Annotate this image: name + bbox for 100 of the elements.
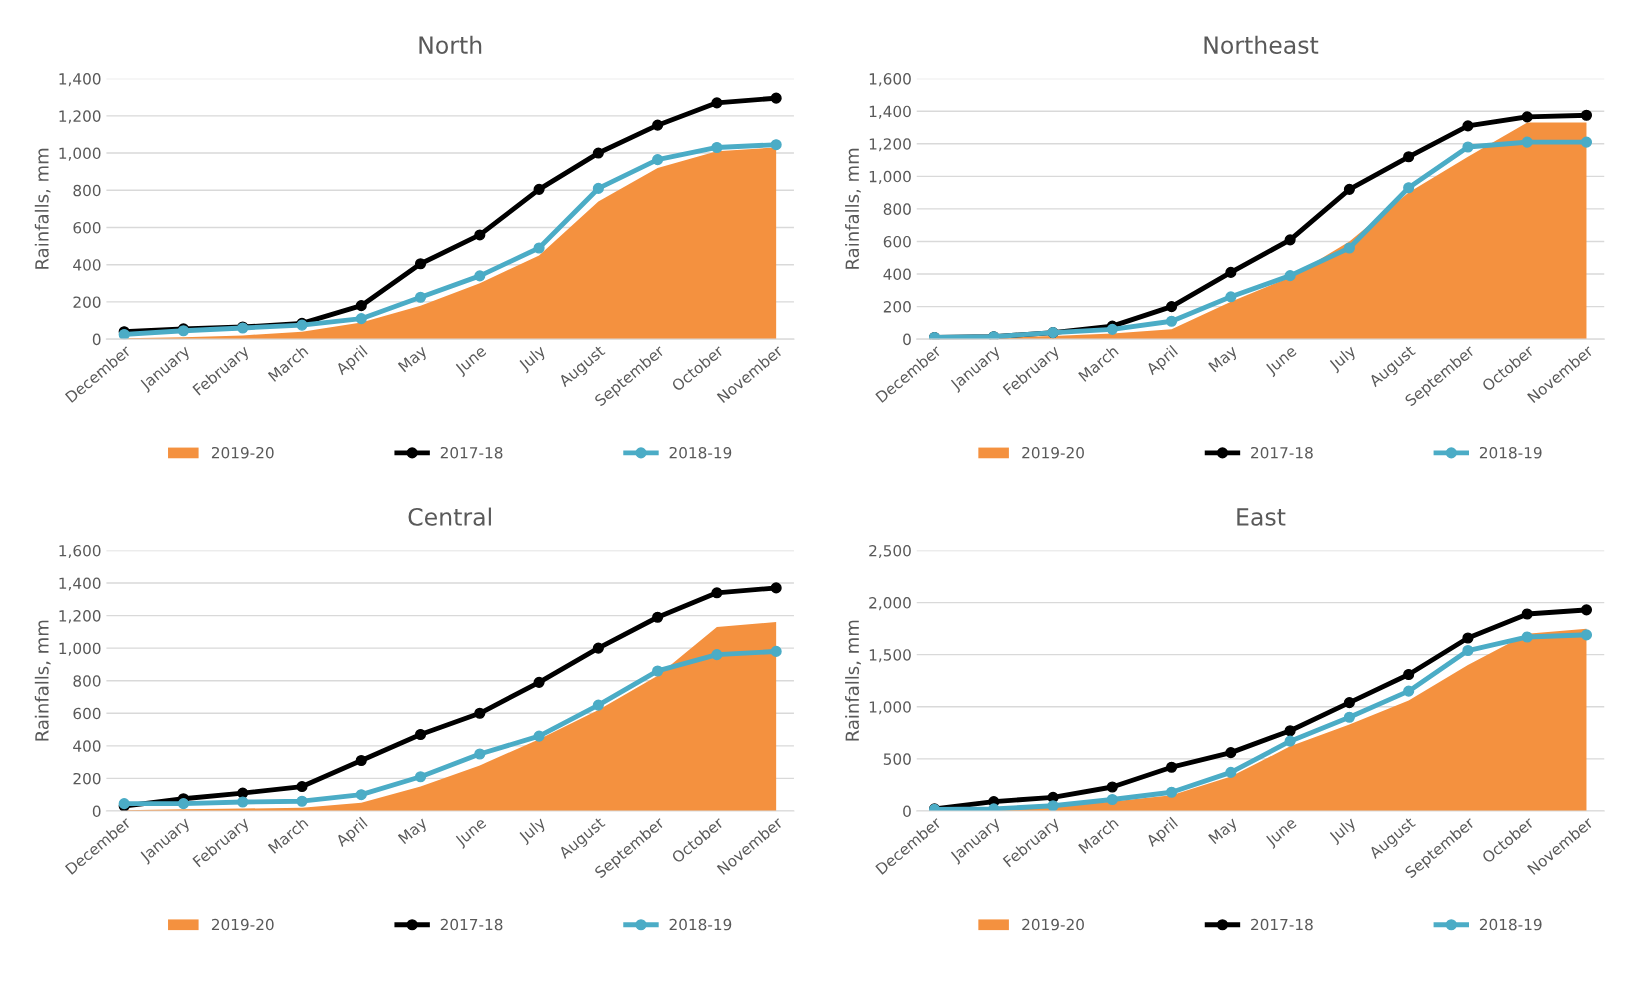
point (1462, 632, 1474, 644)
point (1225, 291, 1237, 303)
y-tick-label: 500 (883, 753, 911, 765)
point (1284, 725, 1296, 737)
point (711, 649, 723, 661)
y-tick-label: 400 (883, 268, 911, 281)
point (1343, 242, 1355, 254)
point (1284, 735, 1296, 747)
y-tick-label: 0 (92, 805, 101, 817)
point (355, 754, 367, 767)
y-tick-label: 1,400 (869, 105, 911, 119)
point (1343, 711, 1355, 723)
y-axis-title: Rainfalls, mm (845, 148, 861, 269)
point (1462, 120, 1474, 132)
point (1225, 747, 1237, 759)
legend-label: 2017-18 (1251, 446, 1313, 459)
y-tick-label: 2,500 (869, 544, 911, 559)
point (770, 582, 782, 594)
point (1580, 136, 1593, 148)
legend-label: 2017-18 (440, 446, 503, 459)
legend-label: 2019-20 (1022, 446, 1084, 459)
point (474, 229, 486, 241)
chart-title: East (1237, 508, 1286, 526)
point (1166, 761, 1178, 773)
y-tick-label: 1,500 (869, 649, 911, 663)
y-tick-label: 1,200 (59, 110, 101, 124)
y-tick-label: 800 (73, 184, 101, 197)
y-tick-label: 1,000 (59, 642, 101, 656)
point (533, 730, 545, 742)
point (533, 183, 545, 195)
point (652, 154, 664, 166)
y-tick-label: 1,200 (869, 138, 911, 152)
legend-label: 2018-19 (669, 918, 732, 931)
y-tick-label: 400 (73, 740, 101, 752)
point (355, 300, 367, 312)
point (592, 147, 604, 159)
legend-label: 2019-20 (211, 918, 274, 931)
y-tick-label: 0 (903, 805, 911, 817)
point (592, 182, 604, 194)
point (474, 707, 486, 719)
point (414, 258, 427, 270)
point (770, 139, 782, 151)
point (1521, 631, 1533, 643)
point (770, 92, 782, 104)
point (652, 119, 664, 131)
point (1403, 685, 1415, 697)
point (1225, 766, 1237, 778)
point (355, 313, 367, 325)
point (592, 642, 604, 654)
y-tick-label: 1,600 (869, 73, 911, 87)
point (652, 611, 664, 623)
y-tick-label: 600 (883, 235, 911, 248)
point (414, 728, 427, 741)
point (1462, 141, 1474, 153)
y-tick-label: 200 (73, 772, 101, 785)
y-tick-label: 200 (73, 296, 101, 308)
point (1225, 266, 1237, 278)
y-tick-label: 1,000 (59, 147, 101, 161)
y-tick-label: 200 (883, 301, 911, 313)
point (296, 795, 308, 807)
x-tick-label: May (397, 344, 430, 375)
point (1580, 604, 1593, 616)
point (1166, 315, 1178, 327)
y-tick-label: 600 (73, 707, 101, 720)
point (237, 796, 249, 808)
legend-label: 2018-19 (1479, 918, 1542, 931)
point (1462, 644, 1474, 657)
point (1343, 183, 1355, 195)
legend-label: 2017-18 (440, 918, 503, 931)
point (1580, 629, 1593, 641)
point (1166, 786, 1178, 798)
y-tick-label: 0 (92, 333, 101, 346)
y-axis-title: Rainfalls, mm (845, 620, 861, 741)
chart-title: Central (408, 507, 491, 526)
y-tick-label: 400 (73, 259, 101, 271)
point (237, 787, 249, 799)
point (1521, 111, 1533, 123)
point (1403, 668, 1415, 681)
legend-label: 2018-19 (1479, 446, 1542, 459)
y-tick-label: 800 (883, 203, 911, 215)
legend-label: 2017-18 (1251, 918, 1313, 931)
chart-title: North (419, 35, 482, 54)
point (1580, 109, 1593, 121)
y-axis-title: Rainfalls, mm (34, 148, 51, 269)
x-tick-label: May (1208, 344, 1241, 375)
point (414, 291, 427, 303)
y-axis-title: Rainfalls, mm (34, 620, 51, 741)
point (1106, 793, 1118, 806)
point (533, 242, 545, 254)
y-tick-label: 1,400 (59, 577, 101, 591)
point (770, 645, 782, 657)
point (1047, 800, 1059, 811)
y-tick-label: 600 (73, 221, 101, 234)
legend-label: 2018-19 (669, 446, 732, 459)
point (592, 699, 604, 711)
point (1166, 301, 1178, 313)
point (711, 97, 723, 109)
point (474, 270, 486, 282)
x-tick-label: May (397, 816, 430, 847)
chart-title: Northeast (1204, 35, 1319, 54)
